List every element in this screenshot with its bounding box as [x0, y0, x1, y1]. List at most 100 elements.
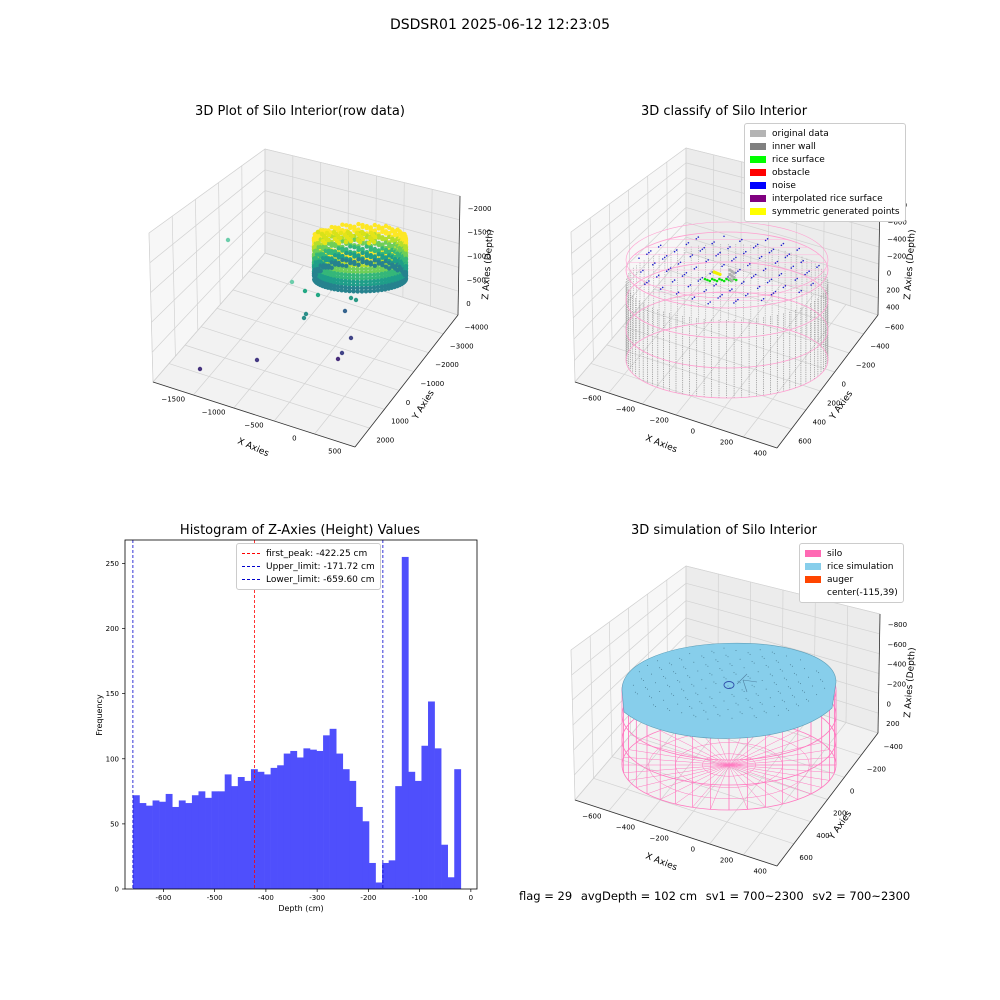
data-point: [336, 246, 341, 251]
noise-point: [667, 268, 670, 271]
rice-texture: [647, 665, 648, 666]
rice-texture: [765, 665, 767, 666]
histogram-bar: [159, 801, 166, 889]
rice-texture: [669, 686, 671, 688]
data-point: [348, 260, 353, 266]
status-sv2: sv2 = 700~2300: [812, 889, 911, 903]
noise-point: [709, 301, 711, 303]
outlier-point: [303, 311, 309, 317]
noise-point: [800, 289, 802, 292]
rice-texture: [638, 671, 640, 673]
data-point: [340, 263, 345, 268]
outlier-point: [197, 366, 203, 372]
z-tick-label: −400: [887, 661, 906, 669]
data-point: [383, 287, 388, 292]
data-point: [403, 265, 409, 271]
legend-label: first_peak: -422.25 cm: [266, 548, 368, 559]
data-point: [367, 269, 373, 275]
histogram-bar: [237, 777, 245, 889]
histogram-bar: [211, 791, 219, 889]
x-axis-line: [152, 381, 356, 448]
z-tick-label: −500: [467, 276, 486, 284]
rice-texture: [789, 664, 791, 666]
rice-texture: [737, 704, 739, 706]
outlier-point: [339, 350, 345, 356]
data-point: [355, 273, 360, 278]
rice-texture: [697, 670, 699, 672]
data-point: [376, 235, 381, 240]
outlier-point: [254, 357, 260, 363]
z-tick-label: −200: [887, 253, 906, 261]
data-point: [345, 229, 351, 235]
data-point: [403, 240, 409, 245]
histogram-bar: [139, 803, 147, 889]
data-point: [380, 262, 385, 268]
noise-point: [727, 276, 729, 278]
data-point: [351, 279, 356, 284]
noise-point: [701, 276, 704, 279]
histogram-bar: [349, 780, 357, 889]
histogram-bar: [454, 769, 462, 889]
noise-point: [760, 299, 763, 302]
rice-texture: [818, 672, 820, 674]
rice-texture: [640, 678, 642, 680]
rice-texture: [695, 716, 697, 718]
data-point: [319, 231, 325, 237]
data-point: [376, 261, 381, 266]
data-point: [379, 284, 384, 289]
auger-marker: [723, 681, 735, 689]
noise-point: [800, 261, 802, 264]
status-line: flag = 29 avgDepth = 102 cm sv1 = 700~23…: [519, 889, 915, 903]
rice-texture: [689, 676, 691, 678]
data-point: [376, 252, 381, 257]
rice-texture: [804, 668, 805, 670]
rice-texture: [771, 651, 773, 653]
rice-texture: [779, 692, 781, 694]
panel2-title: 3D classify of Silo Interior: [640, 104, 808, 119]
data-point: [356, 221, 361, 227]
grid-line: [151, 231, 266, 353]
noise-point: [691, 254, 694, 256]
noise-point: [792, 265, 795, 268]
legend-entry: Lower_limit: -659.60 cm: [242, 573, 375, 586]
noise-point: [772, 292, 775, 294]
noise-point: [812, 282, 814, 285]
rice-texture: [671, 693, 673, 695]
noise-point: [677, 291, 680, 294]
data-point: [403, 273, 409, 278]
data-point: [386, 270, 391, 275]
grid-line: [264, 169, 460, 221]
rice-texture: [659, 691, 661, 692]
z-tick-label: 200: [886, 287, 899, 295]
noise-point: [731, 259, 733, 262]
rice-texture: [735, 702, 737, 704]
x-tick-label: 0: [469, 894, 473, 902]
rice-texture: [721, 669, 723, 671]
x-tick-label: 400: [753, 868, 766, 876]
data-point: [375, 278, 381, 283]
rice-texture: [777, 661, 779, 663]
data-point: [359, 270, 365, 275]
data-point: [339, 272, 344, 277]
data-point: [352, 254, 357, 259]
x-tick-label: -500: [207, 894, 223, 902]
rice-texture: [663, 676, 665, 677]
data-point: [360, 224, 365, 230]
noise-point: [780, 244, 783, 247]
grid-line: [743, 304, 847, 438]
center-marker: [742, 679, 758, 683]
grid-line: [149, 169, 266, 264]
rice-texture: [800, 659, 801, 661]
rice-texture: [655, 682, 656, 684]
rice-texture: [669, 709, 671, 711]
rice-texture: [693, 685, 695, 687]
outlier-point: [301, 315, 307, 321]
grid-line: [685, 600, 880, 655]
rice-surface-point: [734, 278, 738, 282]
rice-texture: [693, 714, 695, 716]
rice-texture: [775, 660, 777, 662]
rice-texture: [747, 652, 749, 654]
z-tick-label: 400: [886, 304, 899, 312]
data-point: [351, 289, 356, 294]
x-tick-label: −1500: [161, 396, 185, 404]
